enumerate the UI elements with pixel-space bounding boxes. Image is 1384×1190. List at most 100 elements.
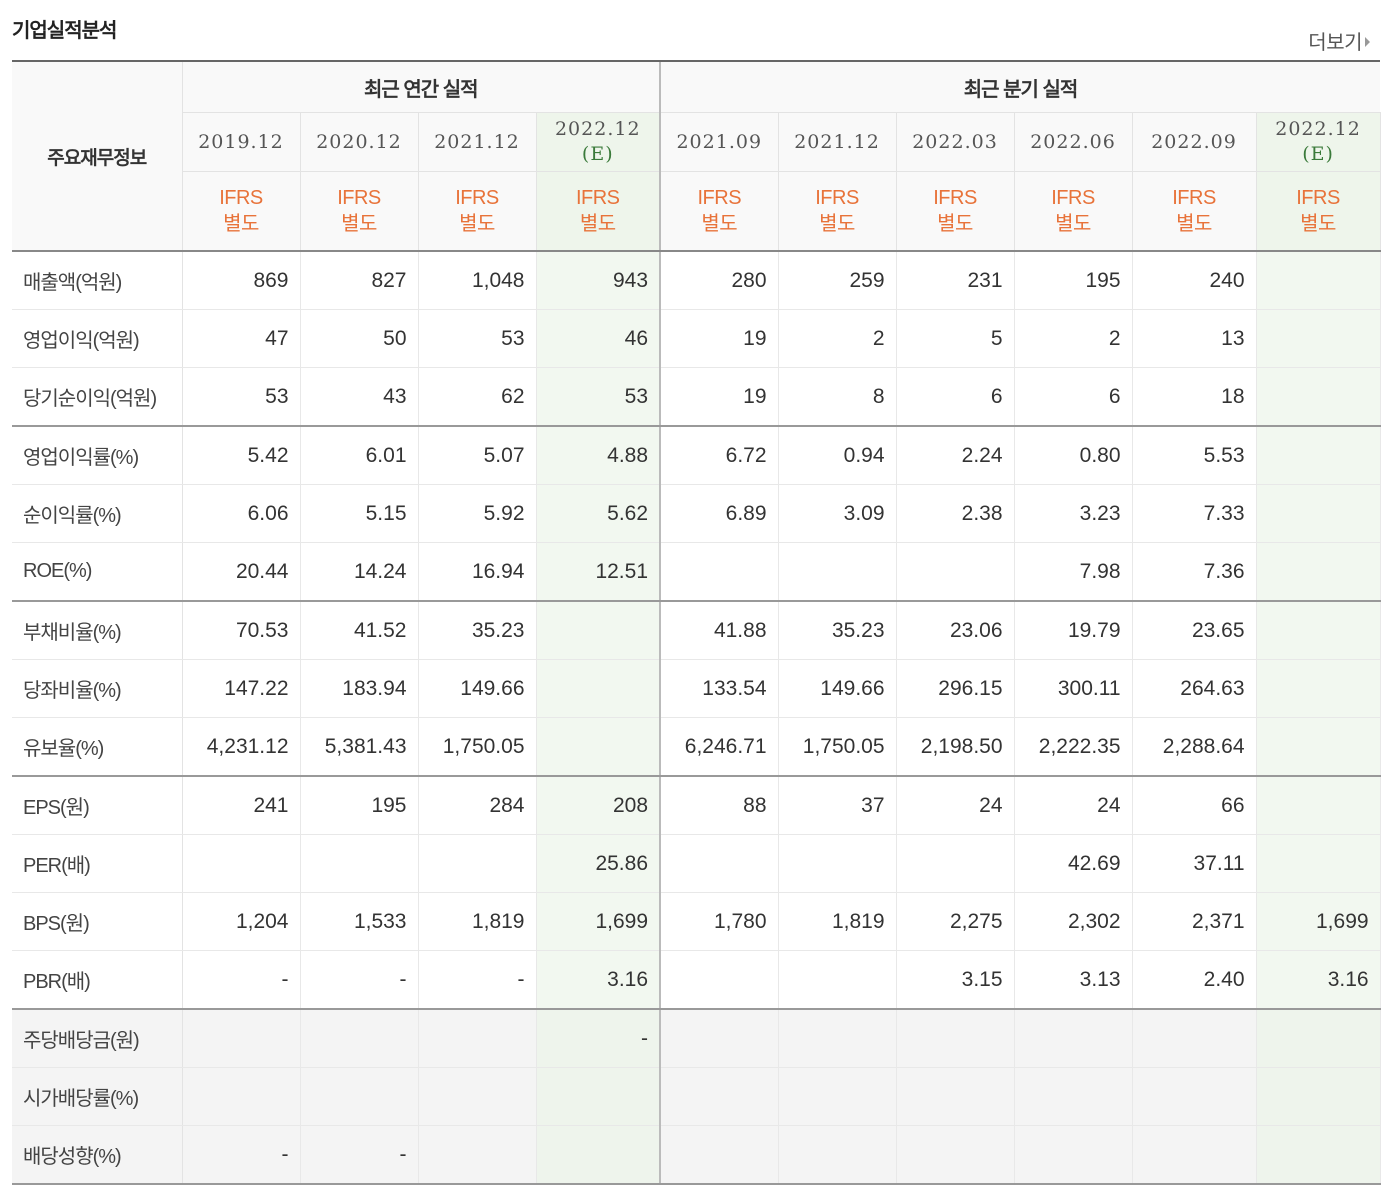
table-cell: 53 [418, 309, 537, 368]
table-cell: 43 [300, 367, 419, 427]
table-cell: 62 [418, 367, 537, 427]
table-cell: 1,750.05 [418, 717, 537, 777]
table-cell [659, 1125, 779, 1185]
table-cell: - [182, 950, 301, 1010]
accounting-standard-line1: IFRS [1051, 187, 1095, 209]
row-label: 배당성향(%) [12, 1125, 183, 1185]
table-cell: 50 [300, 309, 419, 368]
table-cell: 23.06 [896, 601, 1015, 660]
period-header: 2021.09 [659, 112, 779, 172]
accounting-standard-line2: 별도 [459, 213, 495, 235]
table-cell: 1,819 [418, 892, 537, 951]
table-cell: - [536, 1009, 661, 1068]
table-cell: 149.66 [778, 659, 897, 718]
table-cell: 0.80 [1014, 426, 1133, 485]
table-cell: 4.88 [536, 426, 661, 485]
table-cell [778, 1125, 897, 1185]
table-cell: 2,371 [1132, 892, 1257, 951]
table-cell: 6.06 [182, 484, 301, 543]
accounting-standard-line1: IFRS [1172, 187, 1216, 209]
row-label: 유보율(%) [12, 717, 183, 777]
row-label: 주당배당금(원) [12, 1009, 183, 1068]
period-header: 2021.12 [778, 112, 897, 172]
table-cell: 3.13 [1014, 950, 1133, 1010]
table-cell [536, 1125, 661, 1185]
row-label: PER(배) [12, 834, 183, 893]
period-date: 2020.12 [316, 130, 402, 153]
table-cell: 6.89 [659, 484, 779, 543]
table-row: 영업이익률(%) 5.42 6.01 5.07 4.88 6.72 0.94 2.24 0.80… [12, 426, 1381, 485]
table-cell [659, 542, 779, 602]
table-cell: 943 [536, 251, 661, 310]
table-cell [896, 1009, 1015, 1068]
more-label: 더보기 [1308, 32, 1362, 54]
table-cell: 2.38 [896, 484, 1015, 543]
table-cell: 2,275 [896, 892, 1015, 951]
table-cell [418, 1067, 537, 1126]
row-label: EPS(원) [12, 776, 183, 835]
accounting-standard-line2: 별도 [1055, 213, 1091, 235]
table-cell [182, 1067, 301, 1126]
table-cell [418, 1125, 537, 1185]
annual-group-header: 최근 연간 실적 [182, 60, 661, 113]
table-cell [536, 659, 661, 718]
estimate-mark: (E) [581, 143, 614, 165]
table-cell: 231 [896, 251, 1015, 310]
table-cell [182, 834, 301, 893]
table-cell: 5.42 [182, 426, 301, 485]
table-cell [896, 1067, 1015, 1126]
accounting-standard-line2: 별도 [701, 213, 738, 235]
section-title: 기업실적분석 [12, 20, 117, 42]
table-cell: 18 [1132, 367, 1257, 427]
table-cell: 2,288.64 [1132, 717, 1257, 777]
table-cell: 23.65 [1132, 601, 1257, 660]
period-date: 2022.12 [1275, 118, 1361, 140]
period-header: 2022.03 [896, 112, 1015, 172]
table-cell: - [418, 950, 537, 1010]
table-cell: 1,750.05 [778, 717, 897, 777]
accounting-standard-line1: IFRS [1296, 187, 1340, 209]
accounting-standard: IFRS 별도 [418, 171, 537, 252]
table-row: 유보율(%) 4,231.12 5,381.43 1,750.05 6,246.71 1,… [12, 717, 1381, 777]
table-cell [896, 1125, 1015, 1185]
table-cell [1256, 717, 1381, 777]
table-cell: 208 [536, 776, 661, 835]
table-cell: 24 [1014, 776, 1133, 835]
table-cell [659, 1009, 779, 1068]
table-cell: 827 [300, 251, 419, 310]
table-cell: 195 [1014, 251, 1133, 310]
table-cell [1256, 601, 1381, 660]
table-cell: 46 [536, 309, 661, 368]
table-row: 시가배당률(%) [12, 1067, 1381, 1126]
accounting-standard-line1: IFRS [337, 187, 381, 209]
table-cell [1256, 834, 1381, 893]
table-cell [778, 950, 897, 1010]
table-cell: 2,302 [1014, 892, 1133, 951]
accounting-standard-line1: IFRS [575, 187, 620, 209]
table-cell: - [300, 1125, 419, 1185]
accounting-standard: IFRS 별도 [1014, 171, 1133, 252]
row-label: PBR(배) [12, 950, 183, 1010]
table-cell [418, 834, 537, 893]
row-label: 시가배당률(%) [12, 1067, 183, 1126]
accounting-standard: IFRS 별도 [182, 171, 301, 252]
table-cell: - [182, 1125, 301, 1185]
row-label: 매출액(억원) [12, 251, 183, 310]
table-cell [1256, 484, 1381, 543]
table-cell: 47 [182, 309, 301, 368]
table-cell: 195 [300, 776, 419, 835]
table-cell: 19 [659, 367, 779, 427]
table-cell: 37.11 [1132, 834, 1257, 893]
more-link[interactable]: 더보기 [1308, 26, 1370, 55]
table-row: 당기순이익(억원) 53 43 62 53 19 8 6 6 18 [12, 367, 1381, 427]
accounting-standard-line2: 별도 [223, 213, 259, 235]
table-cell: 7.33 [1132, 484, 1257, 543]
table-cell: 284 [418, 776, 537, 835]
table-cell: 259 [778, 251, 897, 310]
accounting-standard-line2: 별도 [937, 213, 973, 235]
accounting-standard-line1: IFRS [933, 187, 977, 209]
table-cell: 183.94 [300, 659, 419, 718]
table-cell: 5.15 [300, 484, 419, 543]
table-cell: 24 [896, 776, 1015, 835]
table-cell [896, 542, 1015, 602]
